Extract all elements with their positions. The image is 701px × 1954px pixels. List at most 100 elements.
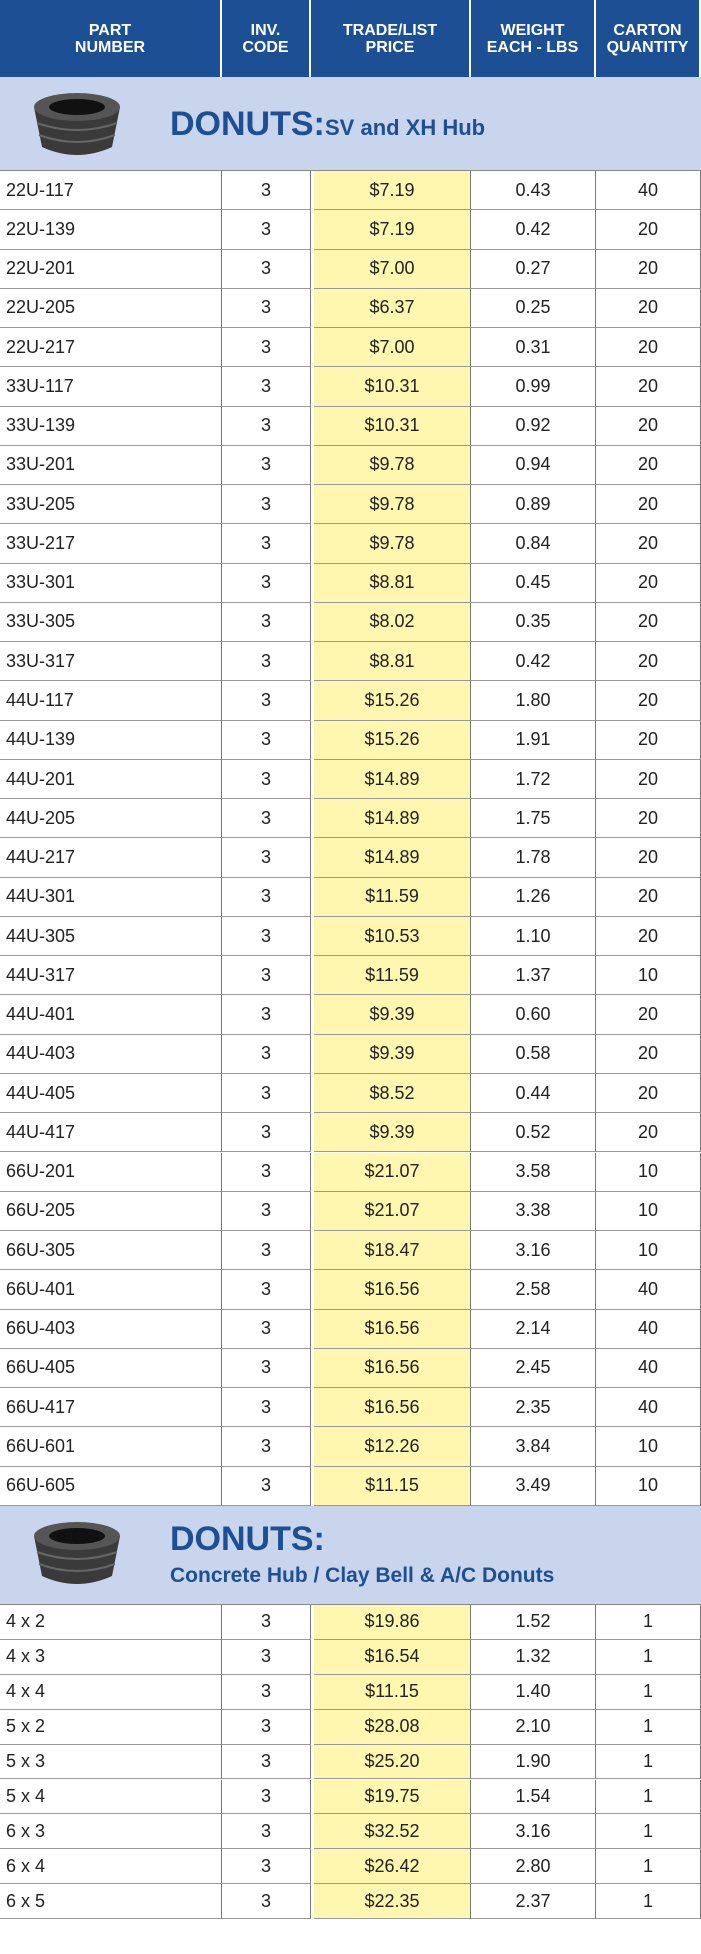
table-cell: 20 xyxy=(596,1035,701,1074)
table-cell: 1.32 xyxy=(471,1640,596,1675)
table-cell: 66U-205 xyxy=(0,1192,222,1231)
section-title: DONUTS: xyxy=(170,1520,325,1559)
table-cell: 3.16 xyxy=(471,1814,596,1849)
table-cell: $18.47 xyxy=(314,1231,471,1270)
column-header: INV. CODE xyxy=(222,0,311,77)
table-cell: 44U-139 xyxy=(0,721,222,760)
table-cell: 20 xyxy=(596,289,701,328)
table-cell: $16.56 xyxy=(314,1388,471,1427)
table-cell: $8.81 xyxy=(314,642,471,681)
section-title: DONUTS: xyxy=(170,105,325,144)
table-cell: 1.75 xyxy=(471,799,596,838)
table-cell: $11.59 xyxy=(314,956,471,995)
table-cell: 66U-405 xyxy=(0,1349,222,1388)
table-cell: 5 x 2 xyxy=(0,1710,222,1745)
table-cell: 0.52 xyxy=(471,1113,596,1152)
table-cell: 33U-305 xyxy=(0,603,222,642)
table-cell: 1.54 xyxy=(471,1780,596,1815)
table-cell: 33U-201 xyxy=(0,446,222,485)
table-cell: 3 xyxy=(222,878,311,917)
table-cell: 0.92 xyxy=(471,407,596,446)
table-cell: 5 x 3 xyxy=(0,1745,222,1780)
table-cell: $7.00 xyxy=(314,250,471,289)
table-cell: 4 x 3 xyxy=(0,1640,222,1675)
table-cell: 20 xyxy=(596,485,701,524)
table-cell: $14.89 xyxy=(314,760,471,799)
table-cell: 3 xyxy=(222,1388,311,1427)
table-cell: 3 xyxy=(222,524,311,563)
table-cell: 3 xyxy=(222,1192,311,1231)
table-cell: 10 xyxy=(596,1231,701,1270)
table-cell: 3.58 xyxy=(471,1153,596,1192)
table-cell: $10.31 xyxy=(314,407,471,446)
table-cell: 3 xyxy=(222,917,311,956)
table-cell: 66U-401 xyxy=(0,1270,222,1309)
table-cell: 0.94 xyxy=(471,446,596,485)
table-cell: 3 xyxy=(222,446,311,485)
table-cell: 0.43 xyxy=(471,171,596,210)
table-cell: 66U-605 xyxy=(0,1467,222,1506)
table-cell: 44U-403 xyxy=(0,1035,222,1074)
table-cell: 3.16 xyxy=(471,1231,596,1270)
table-cell: 22U-217 xyxy=(0,328,222,367)
table-cell: 20 xyxy=(596,564,701,603)
table-cell: 1 xyxy=(596,1814,701,1849)
table-cell: $25.20 xyxy=(314,1745,471,1780)
table-cell: 3 xyxy=(222,956,311,995)
table-cell: 3 xyxy=(222,603,311,642)
table-cell: 20 xyxy=(596,446,701,485)
table-cell: 3 xyxy=(222,407,311,446)
table-cell: $11.15 xyxy=(314,1675,471,1710)
table-cell: 20 xyxy=(596,524,701,563)
table-cell: 6 x 4 xyxy=(0,1849,222,1884)
table-cell: 66U-403 xyxy=(0,1310,222,1349)
table-cell: 33U-139 xyxy=(0,407,222,446)
table-cell: 3 xyxy=(222,995,311,1034)
table-cell: 20 xyxy=(596,878,701,917)
table-cell: $11.59 xyxy=(314,878,471,917)
table-cell: 66U-201 xyxy=(0,1153,222,1192)
table-cell: $21.07 xyxy=(314,1153,471,1192)
table-cell: 20 xyxy=(596,799,701,838)
table-cell: 2.10 xyxy=(471,1710,596,1745)
table-cell: 33U-317 xyxy=(0,642,222,681)
table-cell: 40 xyxy=(596,1270,701,1309)
table-cell: $9.39 xyxy=(314,1035,471,1074)
table-cell: 2.14 xyxy=(471,1310,596,1349)
table-cell: 22U-205 xyxy=(0,289,222,328)
table-cell: $32.52 xyxy=(314,1814,471,1849)
table-cell: 4 x 4 xyxy=(0,1675,222,1710)
table-cell: $15.26 xyxy=(314,721,471,760)
table-cell: 3 xyxy=(222,210,311,249)
table-cell: 3 xyxy=(222,1780,311,1815)
table-cell: $7.19 xyxy=(314,171,471,210)
table-cell: 0.44 xyxy=(471,1074,596,1113)
table-cell: $12.26 xyxy=(314,1427,471,1466)
table-cell: 22U-117 xyxy=(0,171,222,210)
table-cell: 0.60 xyxy=(471,995,596,1034)
table-cell: 3 xyxy=(222,1884,311,1919)
table-cell: 3 xyxy=(222,1113,311,1152)
table-cell: 3.84 xyxy=(471,1427,596,1466)
table-cell: 20 xyxy=(596,1074,701,1113)
table-cell: $9.78 xyxy=(314,485,471,524)
table-cell: $16.56 xyxy=(314,1270,471,1309)
table-cell: 44U-117 xyxy=(0,681,222,720)
table-cell: 1 xyxy=(596,1710,701,1745)
table-cell: $9.39 xyxy=(314,995,471,1034)
table-cell: 1.80 xyxy=(471,681,596,720)
table-cell: 0.45 xyxy=(471,564,596,603)
table-cell: 3 xyxy=(222,838,311,877)
table-cell: 3 xyxy=(222,1640,311,1675)
table-cell: 0.35 xyxy=(471,603,596,642)
table-cell: 44U-317 xyxy=(0,956,222,995)
table-cell: 0.27 xyxy=(471,250,596,289)
table-cell: 3 xyxy=(222,1675,311,1710)
table-cell: 2.37 xyxy=(471,1884,596,1919)
table-cell: 20 xyxy=(596,328,701,367)
table-cell: 3 xyxy=(222,1710,311,1745)
table-cell: 3 xyxy=(222,1427,311,1466)
table-cell: 3 xyxy=(222,289,311,328)
table-cell: 3 xyxy=(222,1467,311,1506)
table-cell: 2.58 xyxy=(471,1270,596,1309)
